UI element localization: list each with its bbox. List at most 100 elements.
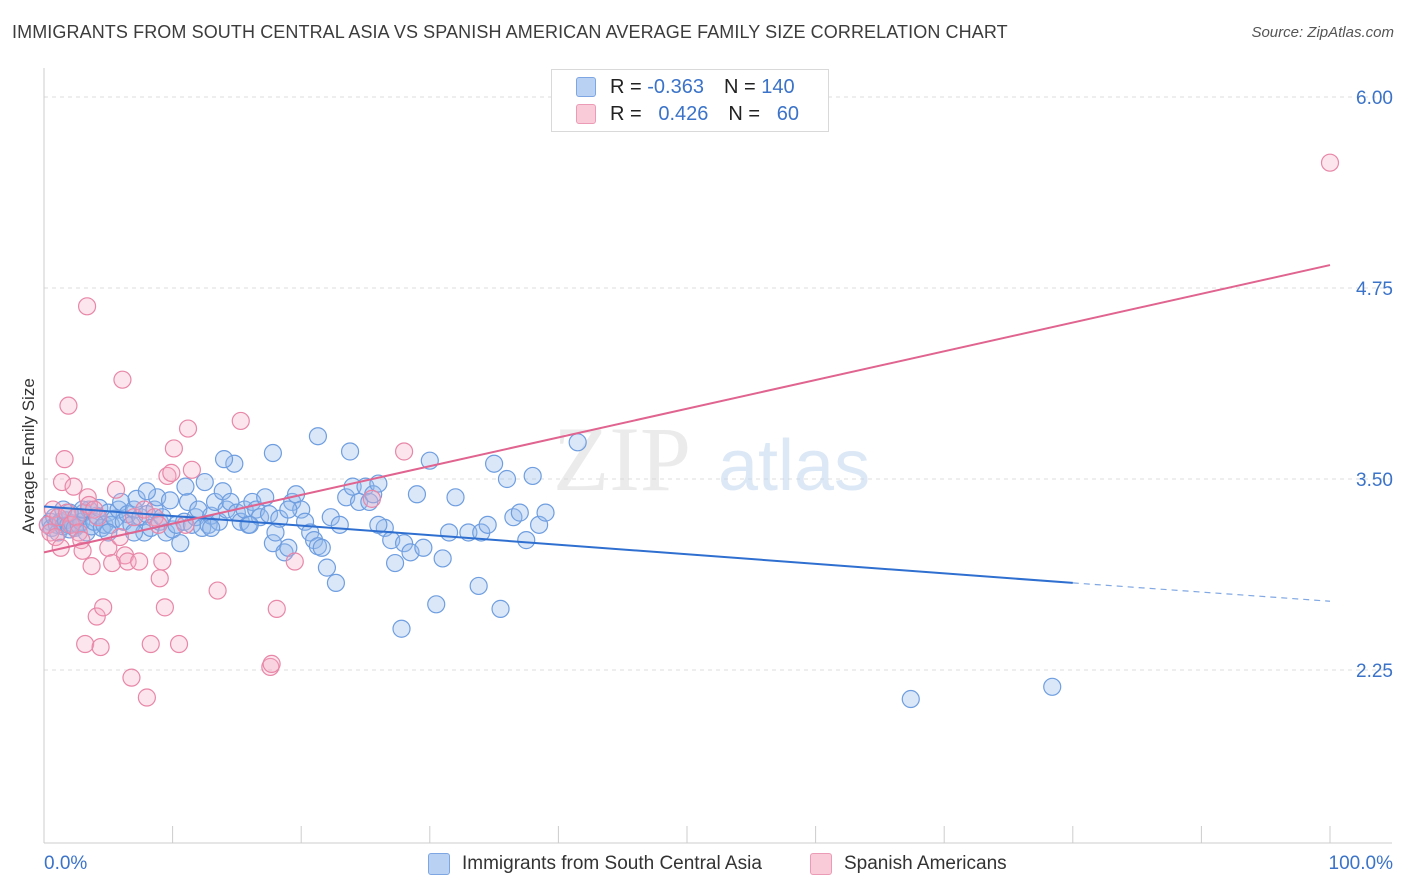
y-tick-label: 3.50 [1356, 470, 1393, 491]
legend-r-value: -0.363 [647, 75, 704, 98]
y-tick-label: 6.00 [1356, 88, 1393, 109]
point-spanish-americans [155, 598, 174, 617]
y-axis-label: Average Family Size [19, 378, 38, 534]
point-spanish-americans [182, 460, 201, 479]
point-south-central-asia [160, 491, 180, 510]
point-south-central-asia [497, 469, 517, 489]
point-south-central-asia [414, 538, 433, 557]
point-south-central-asia [385, 553, 405, 573]
point-spanish-americans [1320, 153, 1340, 172]
point-spanish-americans [82, 556, 101, 576]
point-south-central-asia [308, 427, 328, 446]
legend-r-label: R = [610, 102, 642, 125]
series-swatch-pink [810, 853, 832, 875]
y-tick-label: 2.25 [1356, 661, 1393, 682]
legend-r-value: 0.426 [658, 102, 709, 125]
point-spanish-americans [88, 508, 108, 527]
point-spanish-americans [137, 688, 156, 707]
point-south-central-asia [214, 450, 234, 469]
point-spanish-americans [285, 552, 304, 571]
point-spanish-americans [141, 634, 160, 654]
point-south-central-asia [1043, 677, 1062, 696]
point-south-central-asia [176, 477, 195, 496]
point-spanish-americans [150, 569, 169, 588]
legend-n-value: 140 [761, 75, 795, 98]
x-tick-label-right: 100.0% [1329, 853, 1394, 874]
trend-line-blue-extension [1072, 582, 1331, 602]
series-label-pink: Spanish Americans [844, 853, 1007, 874]
point-south-central-asia [427, 595, 446, 614]
series-legend-blue: Immigrants from South Central Asia [428, 851, 762, 877]
x-tick-label-left: 0.0% [44, 853, 87, 874]
point-south-central-asia [369, 515, 388, 534]
point-spanish-americans [77, 297, 97, 316]
point-south-central-asia [472, 523, 491, 542]
point-south-central-asia [317, 558, 337, 577]
tick-labels: 6.00 4.75 3.50 2.25 0.0% 100.0% [44, 88, 1393, 874]
point-south-central-asia [446, 488, 465, 507]
point-south-central-asia [510, 503, 529, 522]
grid-lines [44, 96, 1392, 671]
series-legend-pink: Spanish Americans [810, 851, 1007, 877]
legend-row-pink: R = 0.426 N = 60 [576, 102, 799, 126]
point-south-central-asia [279, 500, 298, 519]
point-south-central-asia [202, 518, 221, 537]
legend-row-blue: R = -0.363 N = 140 [576, 75, 795, 99]
point-south-central-asia [568, 433, 587, 452]
point-south-central-asia [326, 573, 346, 593]
point-spanish-americans [162, 463, 181, 482]
point-spanish-americans [208, 581, 227, 600]
axes [43, 68, 1392, 844]
point-south-central-asia [523, 466, 542, 486]
legend-n-label: N = [723, 75, 756, 98]
point-spanish-americans [46, 527, 65, 547]
point-spanish-americans [113, 370, 132, 389]
point-spanish-americans [122, 668, 141, 687]
legend-n-label: N = [728, 102, 761, 125]
point-spanish-americans [394, 442, 414, 461]
point-south-central-asia [485, 454, 504, 473]
series-label-blue: Immigrants from South Central Asia [462, 853, 762, 874]
point-south-central-asia [478, 515, 497, 534]
point-spanish-americans [52, 472, 72, 492]
point-spanish-americans [91, 637, 110, 657]
watermark: ZIP atlas [553, 408, 870, 510]
point-spanish-americans [99, 538, 118, 557]
point-spanish-americans [106, 480, 126, 499]
series-swatch-blue [428, 853, 450, 875]
point-south-central-asia [901, 689, 920, 709]
trend-line-blue [43, 505, 1073, 584]
chart-title: IMMIGRANTS FROM SOUTH CENTRAL ASIA VS SP… [12, 22, 1008, 42]
point-south-central-asia [330, 515, 349, 534]
point-spanish-americans [73, 541, 92, 560]
point-south-central-asia [536, 503, 555, 522]
point-south-central-asia [195, 472, 214, 492]
point-spanish-americans [87, 607, 106, 626]
point-south-central-asia [137, 482, 156, 501]
point-spanish-americans [362, 489, 382, 508]
point-south-central-asia [263, 443, 283, 463]
point-south-central-asia [439, 523, 459, 542]
point-spanish-americans [178, 419, 198, 438]
point-spanish-americans [130, 552, 149, 571]
y-tick-label: 4.75 [1356, 279, 1393, 300]
point-south-central-asia [469, 576, 488, 596]
point-spanish-americans [76, 634, 95, 654]
point-south-central-asia [517, 531, 536, 550]
legend-r-label: R = [610, 75, 642, 98]
point-spanish-americans [267, 599, 286, 618]
point-spanish-americans [261, 657, 280, 677]
point-spanish-americans [169, 634, 189, 654]
trend-line-pink [43, 264, 1331, 554]
correlation-legend: R = -0.363 N = 140 R = 0.426 N = 60 [551, 69, 829, 132]
point-south-central-asia [171, 534, 190, 553]
point-spanish-americans [64, 477, 83, 496]
point-spanish-americans [231, 411, 250, 431]
legend-swatch-pink [576, 104, 596, 124]
point-spanish-americans [262, 654, 281, 673]
point-spanish-americans [164, 439, 183, 458]
source-label: Source: ZipAtlas.com [1251, 24, 1394, 41]
point-south-central-asia [225, 454, 244, 473]
trend-lines [43, 264, 1331, 602]
watermark-atlas: atlas [718, 426, 870, 506]
